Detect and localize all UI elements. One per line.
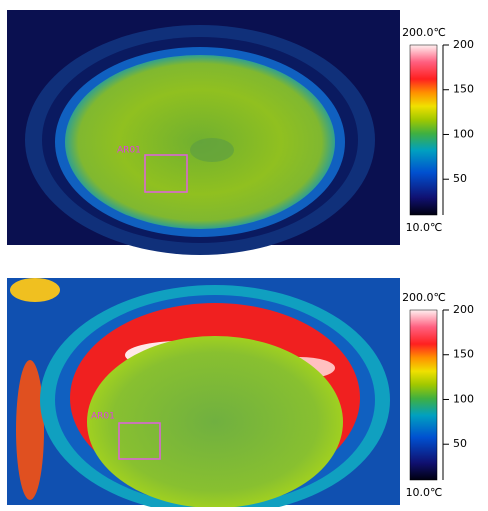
tick-label: 50 bbox=[453, 172, 467, 185]
scale-max: 200.0℃ bbox=[402, 291, 446, 304]
tick-label: 200 bbox=[453, 38, 474, 51]
scale-max: 200.0℃ bbox=[402, 26, 446, 39]
tick-label: 50 bbox=[453, 437, 467, 450]
scale-min: 10.0℃ bbox=[406, 486, 443, 499]
scale-min: 10.0℃ bbox=[406, 221, 443, 234]
thermal-image bbox=[7, 10, 400, 255]
tick-label: 100 bbox=[453, 127, 474, 140]
tick-label: 150 bbox=[453, 348, 474, 361]
tick-label: 200 bbox=[453, 303, 474, 316]
color-bar bbox=[410, 310, 437, 480]
thermal-image bbox=[7, 278, 400, 507]
roi-label: AR01 bbox=[117, 146, 141, 156]
tick-label: 150 bbox=[453, 83, 474, 96]
color-bar bbox=[410, 45, 437, 215]
roi-label: AR01 bbox=[91, 412, 115, 422]
thermal-views: AR01 200.0℃ 10.0℃ 50 100 150 200 AR01 200.0℃ 10.0… bbox=[0, 0, 488, 507]
page: {"panels": [ {"roi_label": "AR01", "scal… bbox=[0, 0, 488, 511]
tick-label: 100 bbox=[453, 392, 474, 405]
